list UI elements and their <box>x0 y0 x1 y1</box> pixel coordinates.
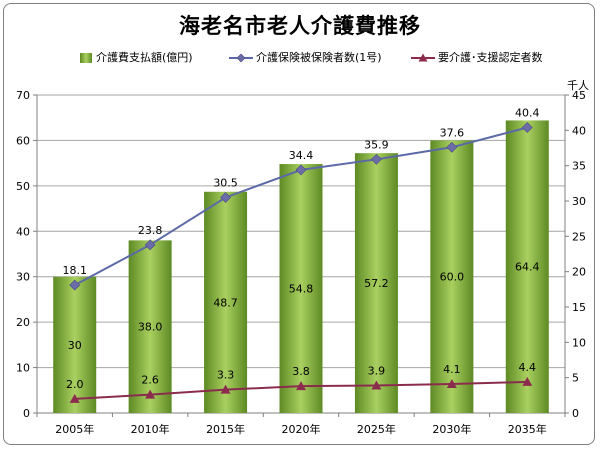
left-axis-tick-label: 10 <box>16 362 30 375</box>
line2-value-label: 4.1 <box>443 363 461 376</box>
right-axis-tick-label: 15 <box>572 301 586 314</box>
bar <box>128 240 172 413</box>
left-axis-tick-label: 20 <box>16 316 30 329</box>
legend-line1-swatch <box>229 53 253 63</box>
line2-value-label: 2.6 <box>141 374 159 387</box>
x-axis-tick-label: 2010年 <box>131 422 170 436</box>
bar <box>505 120 549 413</box>
right-axis-tick-label: 0 <box>572 407 579 420</box>
right-axis-tick-label: 10 <box>572 336 586 349</box>
line1-value-label: 23.8 <box>138 224 163 237</box>
line2-point <box>371 380 382 390</box>
line1-point <box>521 122 533 133</box>
line1-value-label: 34.4 <box>289 149 314 162</box>
line1-value-label: 30.5 <box>213 176 238 189</box>
bar-value-label: 60.0 <box>440 271 465 284</box>
line1-value-label: 40.4 <box>515 107 540 120</box>
line2-point <box>446 379 457 389</box>
right-axis-tick-label: 20 <box>572 266 586 279</box>
line2-point <box>522 376 533 386</box>
legend-bar-swatch <box>80 53 92 63</box>
line1-point <box>446 141 458 153</box>
bar <box>204 191 248 413</box>
right-axis-tick-label: 25 <box>572 230 586 243</box>
line1-point <box>144 239 156 251</box>
left-axis-tick-label: 60 <box>16 134 30 147</box>
x-axis-tick-label: 2030年 <box>432 422 471 436</box>
left-axis-tick-label: 40 <box>16 225 30 238</box>
bar <box>354 153 398 414</box>
legend-line2-swatch <box>411 53 435 62</box>
line2-value-label: 4.4 <box>519 361 537 374</box>
data-labels: 30 38.0 48.7 54.8 57.2 60.0 64.4 18.1 23.8 30.5 34… <box>62 107 539 391</box>
line1-point <box>69 279 81 291</box>
bar-series <box>53 120 549 414</box>
line2-value-label: 3.3 <box>217 369 235 382</box>
line1-value-label: 37.6 <box>440 126 465 139</box>
chart-title: 海老名市老人介護費推移 <box>179 14 421 38</box>
line2-point <box>220 384 231 394</box>
bar <box>430 140 474 413</box>
x-axis-tick-label: 2015年 <box>206 422 245 436</box>
right-axis-tick-label: 45 <box>572 89 586 102</box>
tick-labels: 0 10 20 30 40 50 60 70 0 5 10 15 20 25 30 35 40 45 2005年 20… <box>16 89 586 436</box>
right-axis-tick-label: 30 <box>572 195 586 208</box>
line1-point <box>220 192 231 203</box>
line2-point <box>296 381 306 391</box>
right-axis-tick-label: 5 <box>572 372 579 385</box>
line1-value-label: 35.9 <box>364 138 389 151</box>
legend-line1-label: 介護保険被保険者数(1号) <box>256 51 382 64</box>
bar-value-label: 30 <box>68 339 82 352</box>
bar-value-label: 54.8 <box>289 283 314 296</box>
line2-value-label: 3.8 <box>292 365 310 378</box>
legend-bar-label: 介護費支払額(億円) <box>96 51 193 64</box>
x-axis-tick-label: 2020年 <box>282 422 321 436</box>
line1-point <box>295 164 307 176</box>
line2-value-label: 2.0 <box>66 378 84 391</box>
bar-value-label: 64.4 <box>515 261 540 274</box>
right-axis-tick-label: 40 <box>572 124 586 137</box>
bar <box>279 164 323 413</box>
line2-point <box>69 393 80 403</box>
bar <box>53 276 97 413</box>
line1-value-label: 18.1 <box>62 264 87 277</box>
x-axis-tick-label: 2005年 <box>55 422 94 436</box>
legend: 介護費支払額(億円) 介護保険被保険者数(1号) 要介護･支援認定者数 <box>0 50 600 66</box>
x-axis-tick-label: 2025年 <box>357 422 396 436</box>
line1-point <box>371 153 382 165</box>
right-axis-unit: 千人 <box>567 79 589 92</box>
bar-value-label: 38.0 <box>138 321 163 334</box>
left-axis-tick-label: 0 <box>23 407 30 420</box>
left-axis-tick-label: 30 <box>16 271 30 284</box>
line-series <box>69 122 533 403</box>
legend-line2-label: 要介護･支援認定者数 <box>438 51 543 64</box>
x-axis-tick-label: 2035年 <box>508 422 547 436</box>
bar-value-label: 48.7 <box>213 296 238 309</box>
left-axis-tick-label: 70 <box>16 89 30 102</box>
line2-value-label: 3.9 <box>368 364 386 377</box>
bar-value-label: 57.2 <box>364 277 389 290</box>
left-axis-tick-label: 50 <box>16 180 30 193</box>
right-axis-tick-label: 35 <box>572 160 586 173</box>
line2-point <box>145 389 156 399</box>
